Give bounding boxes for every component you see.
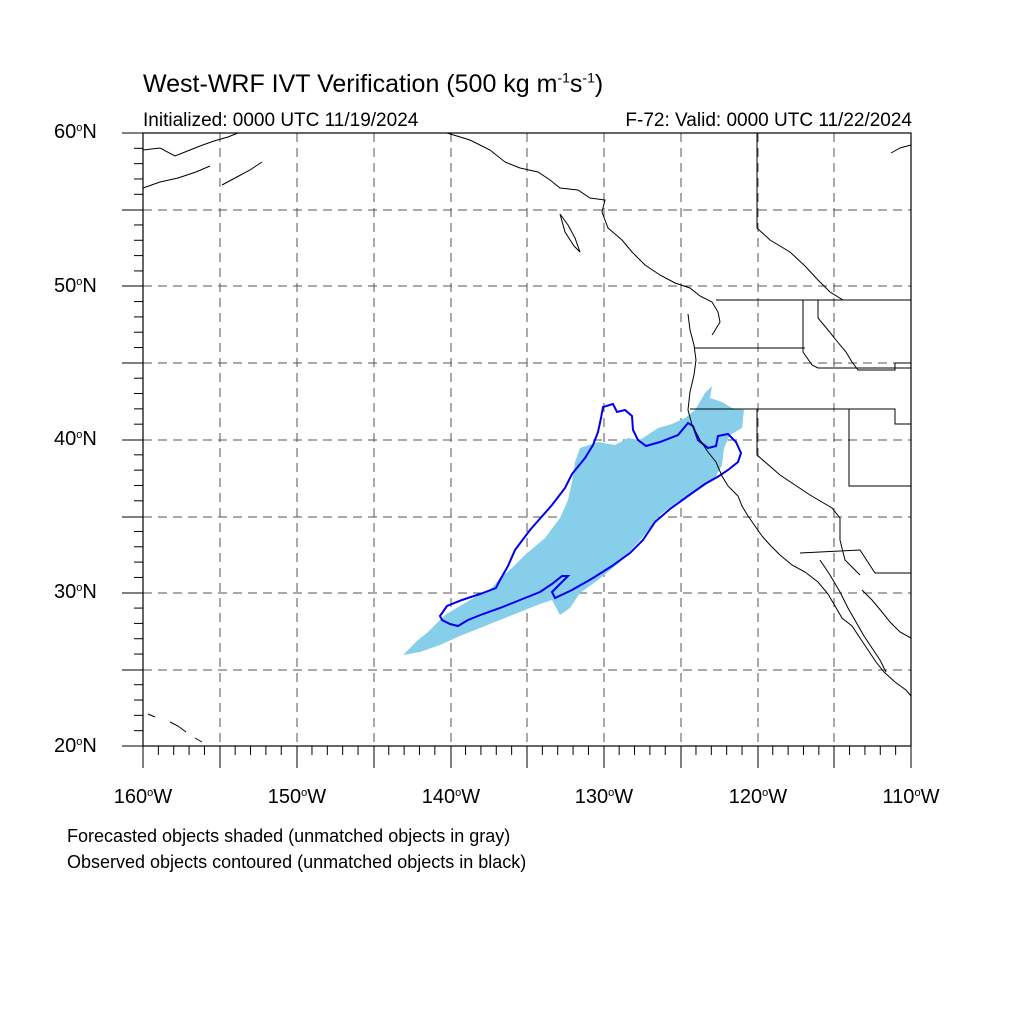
lat-label-60: 60oN [54, 121, 97, 143]
lon-label-130w: 130oW [574, 786, 634, 808]
legend-observed-note: Observed objects contoured (unmatched ob… [67, 852, 527, 872]
lat-label-20: 20oN [54, 735, 97, 757]
forecast-ivt-object [403, 386, 744, 655]
lon-label-110w: 110oW [882, 786, 940, 808]
lon-label-160w: 160oW [113, 786, 173, 808]
lon-label-120w: 120oW [728, 786, 788, 808]
minor-ticks [134, 147, 897, 755]
lat-label-40: 40oN [54, 428, 97, 450]
lon-label-140w: 140oW [421, 786, 481, 808]
observed-ivt-object [438, 402, 743, 628]
lat-label-30: 30oN [54, 581, 97, 603]
initialized-label: Initialized: 0000 UTC 11/19/2024 [143, 110, 419, 131]
major-ticks [122, 132, 912, 768]
lon-label-150w: 150oW [267, 786, 327, 808]
map-title: West-WRF IVT Verification (500 kg m-1s-1… [143, 69, 604, 98]
lat-label-50: 50oN [54, 275, 97, 297]
political-borders [690, 133, 911, 576]
legend-forecast-note: Forecasted objects shaded (unmatched obj… [67, 826, 511, 846]
coastlines [142, 132, 912, 743]
valid-time-label: F-72: Valid: 0000 UTC 11/22/2024 [625, 110, 912, 131]
map-grid [143, 133, 911, 746]
